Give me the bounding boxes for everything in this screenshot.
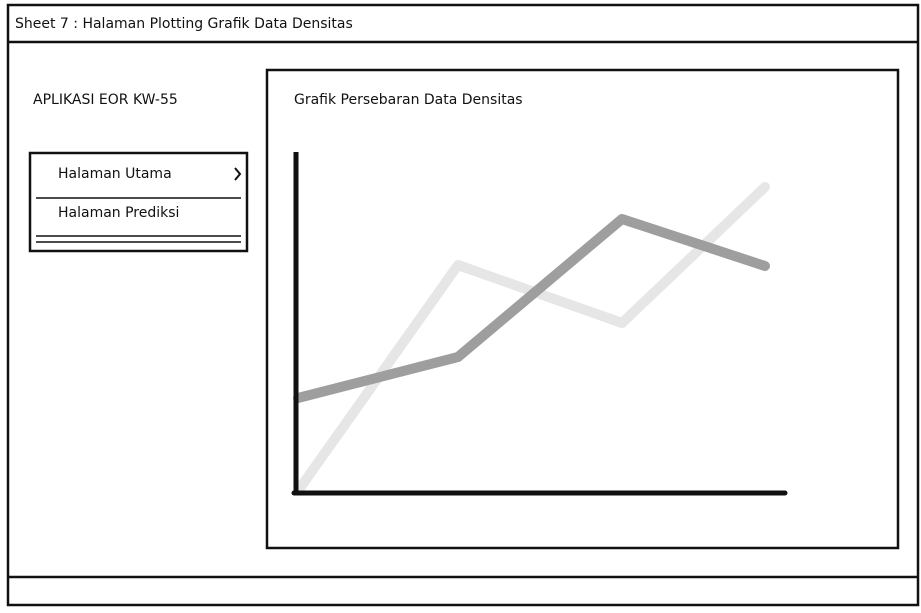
menu-box bbox=[28, 151, 249, 253]
menu-label[interactable]: Halaman Utama bbox=[58, 166, 172, 182]
menu-item[interactable]: Halaman Utama bbox=[58, 166, 242, 182]
window-title: Sheet 7 : Halaman Plotting Grafik Data D… bbox=[15, 16, 353, 32]
placeholder-line bbox=[293, 214, 770, 403]
chevron-icon bbox=[234, 167, 242, 181]
menu-label[interactable]: Halaman Prediksi bbox=[58, 205, 179, 221]
app-title: APLIKASI EOR KW-55 bbox=[33, 92, 178, 108]
panel-title: Grafik Persebaran Data Densitas bbox=[294, 92, 523, 108]
menu-item[interactable]: Halaman Prediksi bbox=[58, 205, 179, 221]
